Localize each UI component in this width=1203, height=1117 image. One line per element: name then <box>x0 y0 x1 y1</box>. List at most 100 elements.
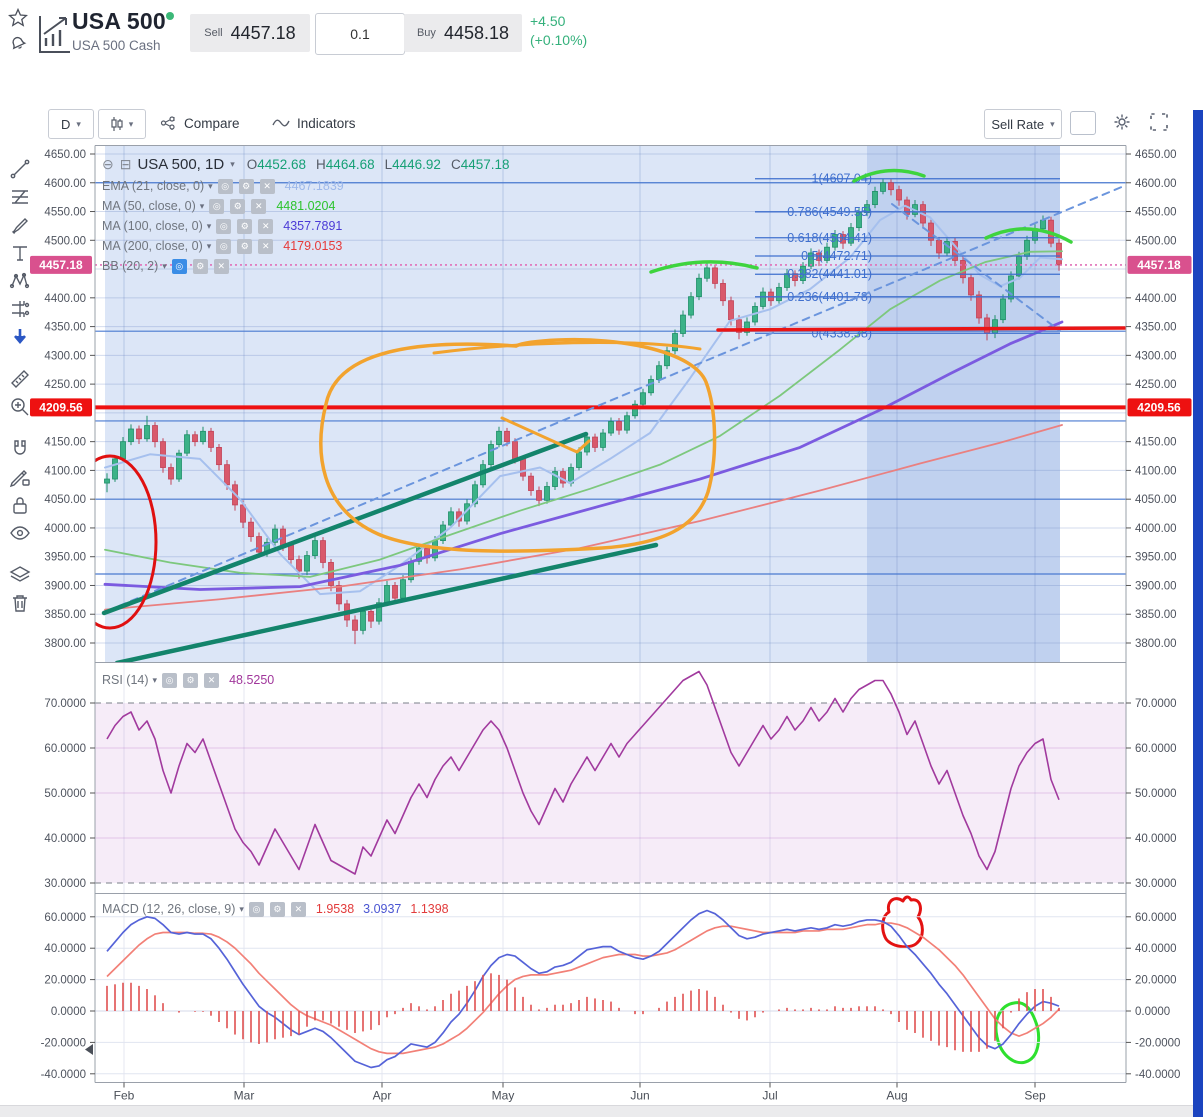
collapse-axis-arrow[interactable] <box>85 1044 93 1055</box>
compare-button[interactable]: Compare <box>160 109 240 137</box>
chevron-down-icon[interactable]: ▾ <box>199 200 205 211</box>
chevron-down-icon[interactable]: ▾ <box>239 903 244 914</box>
gear-icon[interactable] <box>1112 112 1132 132</box>
macd-line <box>106 909 1060 1069</box>
candle <box>400 579 406 599</box>
candle <box>1016 256 1022 277</box>
maximize-pane-icon[interactable]: ⊟ <box>119 155 132 172</box>
trend-line-tool-icon[interactable] <box>6 156 34 182</box>
zoom-in-tool-icon[interactable] <box>6 394 34 420</box>
chevron-down-icon[interactable]: ▾ <box>206 220 212 231</box>
lock-drawings-tool-icon[interactable] <box>6 492 34 518</box>
buy-button[interactable]: Buy 4458.18 <box>404 14 522 52</box>
svg-text:40.0000: 40.0000 <box>1135 943 1177 955</box>
gear-icon[interactable]: ⚙ <box>238 178 254 194</box>
window-scrollbar[interactable] <box>1193 110 1203 1117</box>
month-label: Sep <box>1024 1089 1046 1103</box>
indicator-row-ma: MA (50, close, 0) ▾ ◎ ⚙ ✕ 4481.0204 <box>102 196 510 216</box>
text-tool-icon[interactable] <box>6 240 34 266</box>
fullscreen-icon[interactable] <box>1150 113 1168 131</box>
teal-trendline-upper <box>101 431 589 616</box>
chevron-down-icon[interactable]: ▾ <box>208 180 213 191</box>
candle <box>256 536 262 553</box>
horizontal-scrollbar[interactable] <box>0 1105 1203 1117</box>
candle <box>384 585 390 604</box>
eye-icon[interactable]: ◎ <box>209 198 225 214</box>
price-axis[interactable]: 4650.00 4650.00 4600.00 4600.00 4550.00 4550.… <box>41 149 1181 1081</box>
arrow-marker-tool-icon[interactable] <box>6 324 34 350</box>
candle <box>304 555 310 572</box>
layers-tool-icon[interactable] <box>6 562 34 588</box>
chart-annotations[interactable] <box>64 168 1127 1064</box>
svg-text:4550.00: 4550.00 <box>1135 207 1177 219</box>
chevron-down-icon[interactable]: ▾ <box>152 674 158 685</box>
drawing-mode-tool-icon[interactable] <box>6 464 34 490</box>
buy-price: 4458.18 <box>443 22 510 43</box>
amount-input[interactable] <box>315 13 405 55</box>
eye-icon[interactable]: ◎ <box>248 901 264 917</box>
sell-button[interactable]: Sell 4457.18 <box>190 14 310 52</box>
gear-icon[interactable]: ⚙ <box>183 672 199 688</box>
candle <box>712 267 718 284</box>
close-icon[interactable]: ✕ <box>213 258 229 274</box>
svg-text:-20.0000: -20.0000 <box>41 1037 86 1049</box>
close-icon[interactable]: ✕ <box>290 901 306 917</box>
collapse-pane-icon[interactable]: ⊖ <box>102 155 114 172</box>
chevron-down-icon[interactable]: ▾ <box>206 240 212 251</box>
chevron-down-icon[interactable]: ▾ <box>230 158 235 169</box>
ruler-tool-icon[interactable] <box>6 366 34 392</box>
candle <box>576 451 582 468</box>
gear-icon[interactable]: ⚙ <box>230 198 246 214</box>
forecast-tool-icon[interactable] <box>6 296 34 322</box>
candle <box>624 415 630 431</box>
eye-icon[interactable]: ◎ <box>171 258 187 274</box>
candle <box>208 430 214 448</box>
xabcd-pattern-tool-icon[interactable] <box>6 268 34 294</box>
candle <box>808 252 814 267</box>
gear-icon[interactable]: ⚙ <box>192 258 208 274</box>
close-icon[interactable]: ✕ <box>258 238 274 254</box>
eye-icon[interactable]: ◎ <box>217 178 233 194</box>
candle <box>120 441 126 460</box>
svg-text:-40.0000: -40.0000 <box>41 1069 86 1081</box>
buy-label: Buy <box>416 27 436 39</box>
eye-icon[interactable]: ◎ <box>216 218 232 234</box>
gear-icon[interactable]: ⚙ <box>237 218 253 234</box>
time-axis[interactable]: Feb Mar Apr May Jun Jul Aug Sep <box>114 1082 1046 1103</box>
screenshot-checkbox[interactable] <box>1070 111 1096 135</box>
macd-legend: MACD (12, 26, close, 9) ▾ ◎ ⚙ ✕ 1.9538 3.0937 1… <box>102 899 449 919</box>
candle <box>832 234 838 248</box>
timeframe-value: D <box>61 116 71 132</box>
remove-drawings-tool-icon[interactable] <box>6 590 34 616</box>
star-icon[interactable] <box>8 8 28 28</box>
svg-text:4650.00: 4650.00 <box>44 149 86 161</box>
close-icon[interactable]: ✕ <box>258 218 274 234</box>
close-icon[interactable]: ✕ <box>251 198 267 214</box>
timeframe-dropdown[interactable]: D ▾ <box>48 109 94 139</box>
candle <box>512 441 518 460</box>
symbol-name[interactable]: USA 500, 1D <box>137 155 225 173</box>
gear-icon[interactable]: ⚙ <box>269 901 285 917</box>
svg-text:4457.18: 4457.18 <box>39 258 83 272</box>
eye-icon[interactable]: ◎ <box>216 238 232 254</box>
svg-text:3950.00: 3950.00 <box>44 552 86 564</box>
fibonacci-retracement[interactable]: 1(4607.04) 0.786(4549.55) 0.618(4504.41) 0.… <box>755 172 1060 341</box>
macd-histogram <box>106 973 1060 1052</box>
svg-text:60.0000: 60.0000 <box>1135 743 1177 755</box>
sell-rate-dropdown[interactable]: Sell Rate ▾ <box>984 109 1062 139</box>
bell-icon[interactable] <box>8 33 28 53</box>
gear-icon[interactable]: ⚙ <box>237 238 253 254</box>
chevron-down-icon[interactable]: ▾ <box>162 260 167 271</box>
hide-drawings-tool-icon[interactable] <box>6 520 34 546</box>
rsi-legend: RSI (14) ▾ ◎ ⚙ ✕ 48.5250 <box>102 670 274 690</box>
indicators-button[interactable]: Indicators <box>272 109 356 137</box>
brush-tool-icon[interactable] <box>6 212 34 238</box>
magnet-tool-icon[interactable] <box>6 436 34 462</box>
close-icon[interactable]: ✕ <box>204 672 220 688</box>
fib-retracement-tool-icon[interactable] <box>6 184 34 210</box>
candle <box>552 471 558 487</box>
eye-icon[interactable]: ◎ <box>162 672 178 688</box>
close-icon[interactable]: ✕ <box>259 178 275 194</box>
chart-type-dropdown[interactable]: ▾ <box>98 109 146 139</box>
